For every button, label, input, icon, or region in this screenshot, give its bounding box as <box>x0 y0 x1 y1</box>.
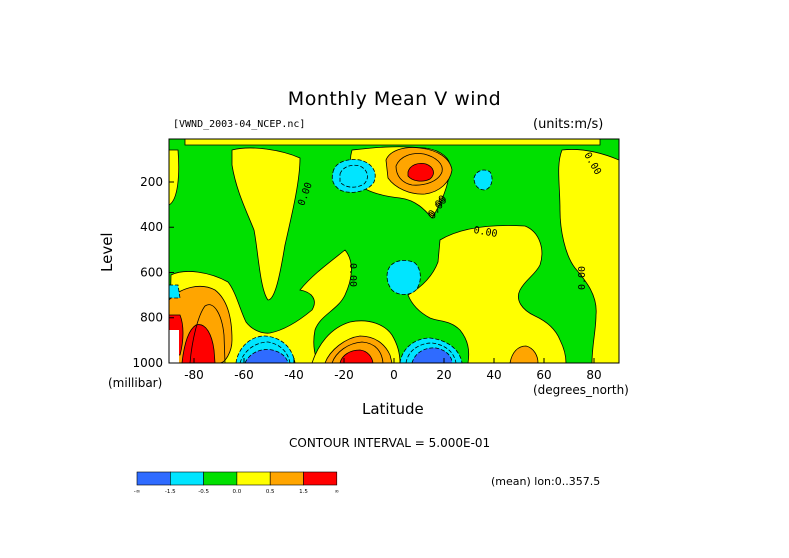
colorbar-swatch <box>170 471 204 486</box>
cyan-region <box>331 159 376 193</box>
x-tick-label: 20 <box>436 368 451 382</box>
y-axis-unit: (millibar) <box>108 376 163 390</box>
orange-region <box>324 335 393 363</box>
contour-value-label: 0.00 <box>473 225 499 240</box>
colorbar-tick-label: -1.5 <box>165 489 176 495</box>
colorbar-tick-label: -0.5 <box>198 489 209 495</box>
x-tick-label: -80 <box>184 368 204 382</box>
colorbar-tick-label: ∞ <box>335 489 340 495</box>
y-axis-ticks: 200 400 600 800 1000 <box>132 175 174 370</box>
x-tick-label: 60 <box>536 368 551 382</box>
file-label: [VWND_2003-04_NCEP.nc] <box>173 119 306 130</box>
contour-value-label: 0.00 <box>347 263 358 287</box>
yellow-region <box>407 225 567 363</box>
yellow-region <box>231 147 301 301</box>
colorbar-swatch <box>136 471 171 486</box>
x-tick-label: -20 <box>334 368 354 382</box>
cyan-region <box>473 169 493 191</box>
x-tick-label: 80 <box>586 368 601 382</box>
contour-interval-text: CONTOUR INTERVAL = 5.000E-01 <box>289 436 491 450</box>
mean-info-text: (mean) lon:0..357.5 <box>491 475 601 488</box>
yellow-region <box>558 149 619 363</box>
field-layer <box>169 139 619 363</box>
x-tick-label: 0 <box>390 368 398 382</box>
colorbar-swatch <box>269 471 304 486</box>
colorbar-swatch <box>203 471 238 486</box>
contour-value-label: 0.00 <box>577 266 588 290</box>
blue-region <box>244 349 289 363</box>
x-tick-label: -60 <box>234 368 254 382</box>
inner-contours <box>189 153 457 363</box>
colorbar-swatch <box>236 471 271 486</box>
y-tick-label: 400 <box>140 220 163 234</box>
colorbar-tick-label: -∞ <box>134 489 141 495</box>
colorbar-tick-label: 0.5 <box>266 489 275 495</box>
y-tick-label: 800 <box>140 311 163 325</box>
x-tick-label: -40 <box>284 368 304 382</box>
blue-region <box>411 347 453 363</box>
x-axis-ticks: -80 -60 -40 -20 0 20 40 60 80 <box>184 358 602 382</box>
yellow-region <box>184 139 601 146</box>
x-tick-label: 40 <box>486 368 501 382</box>
x-axis-unit: (degrees_north) <box>533 383 629 397</box>
y-tick-label: 1000 <box>132 356 163 370</box>
colorbar-tick-label: 0.0 <box>233 489 242 495</box>
red-region <box>181 324 216 363</box>
cyan-region <box>386 259 421 295</box>
y-tick-label: 200 <box>140 175 163 189</box>
colorbar-tick-label: 1.5 <box>299 489 308 495</box>
chart-title: Monthly Mean V wind <box>287 88 502 110</box>
colorbar: -∞ -1.5 -0.5 0.0 0.5 1.5 ∞ <box>134 471 340 495</box>
x-axis-label: Latitude <box>362 400 424 418</box>
y-axis-label: Level <box>98 232 116 272</box>
cyan-region <box>169 284 181 299</box>
units-label: (units:m/s) <box>533 117 604 132</box>
y-axis-label-wrap: Level <box>98 232 116 273</box>
colorbar-swatch <box>303 471 338 486</box>
y-tick-label: 600 <box>140 265 163 279</box>
orange-region <box>509 345 539 363</box>
missing-data <box>169 330 179 363</box>
red-region <box>407 163 434 182</box>
red-region <box>339 349 374 363</box>
